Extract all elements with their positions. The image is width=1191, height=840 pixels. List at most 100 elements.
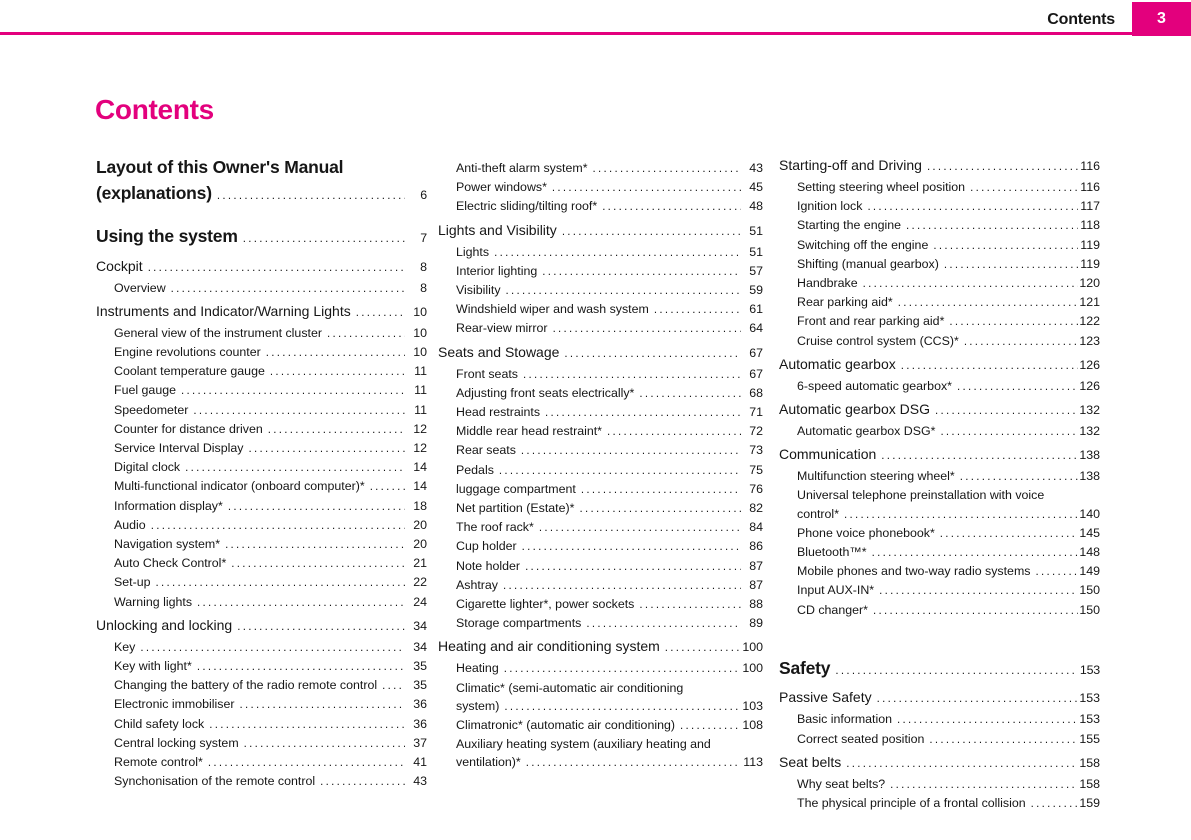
entry-text: Cigarette lighter*, power sockets xyxy=(456,597,635,612)
entry-page-number: 148 xyxy=(1079,545,1100,560)
toc-entry-item: Audio 20 xyxy=(96,516,427,535)
entry-text: CD changer* xyxy=(797,602,868,617)
entry-page-number: 84 xyxy=(749,520,763,535)
toc-entry-item: 6-speed automatic gearbox* 126 xyxy=(779,377,1100,396)
entry-page-number: 7 xyxy=(420,231,427,245)
toc-entry-item: Auxiliary heating system (auxiliary heat… xyxy=(438,735,763,772)
toc-entry-item: Engine revolutions counter 10 xyxy=(96,343,427,362)
entry-text: Rear parking aid* xyxy=(797,295,893,310)
entry-page-number: 108 xyxy=(742,718,763,733)
entry-text: Correct seated position xyxy=(797,731,925,746)
entry-text: Anti-theft alarm system* xyxy=(456,161,588,175)
toc-entry-item: Multi-functional indicator (onboard comp… xyxy=(96,477,427,496)
toc-entry-item: Climatronic* (automatic air conditioning… xyxy=(438,716,763,735)
dot-leader xyxy=(232,618,405,637)
toc-entry-item: Storage compartments 89 xyxy=(438,614,763,633)
dot-leader xyxy=(862,198,1078,216)
toc-entry-section: Automatic gearbox DSG 132 xyxy=(779,400,1100,421)
entry-text: Cup holder xyxy=(456,539,517,554)
dot-leader xyxy=(265,363,405,381)
entry-page-number: 43 xyxy=(413,774,427,789)
entry-text: Middle rear head restraint* xyxy=(456,424,603,439)
entry-page-number: 20 xyxy=(413,517,427,532)
entry-page-number: 150 xyxy=(1079,602,1100,617)
entry-text: Automatic gearbox xyxy=(779,355,896,372)
entry-text: Auto Check Control* xyxy=(114,556,227,571)
dot-leader xyxy=(944,313,1078,331)
dot-leader xyxy=(537,263,741,281)
dot-leader xyxy=(893,294,1078,312)
entry-page-number: 76 xyxy=(749,481,763,496)
entry-page-number: 71 xyxy=(749,405,763,420)
dot-leader xyxy=(212,184,405,210)
dot-leader xyxy=(830,659,1078,685)
entry-text: Pedals xyxy=(456,462,494,477)
dot-leader xyxy=(939,256,1078,274)
dot-leader xyxy=(220,536,405,554)
entry-text: Unlocking and locking xyxy=(96,616,233,633)
entry-text: Using the system xyxy=(96,226,238,246)
entry-text: Lights xyxy=(456,244,490,259)
dot-leader xyxy=(576,481,741,499)
toc-entry-item: luggage compartment 76 xyxy=(438,480,763,499)
toc-entry-item: General view of the instrument cluster 10 xyxy=(96,324,427,343)
entry-text: Changing the battery of the radio remote… xyxy=(114,678,378,693)
entry-text: General view of the instrument cluster xyxy=(114,325,322,340)
page-number-badge: 3 xyxy=(1132,2,1191,36)
toc-entry-chapter: Layout of this Owner's Manual (explanatio… xyxy=(96,155,427,209)
dot-leader xyxy=(965,179,1078,197)
entry-page-number: 89 xyxy=(749,616,763,631)
entry-page-number: 57 xyxy=(749,263,763,278)
toc-entry-section: Automatic gearbox 126 xyxy=(779,355,1100,376)
entry-text: Information display* xyxy=(114,498,223,513)
entry-page-number: 68 xyxy=(749,385,763,400)
dot-leader xyxy=(675,717,741,735)
entry-page-number: 150 xyxy=(1079,583,1100,598)
entry-page-number: 132 xyxy=(1079,424,1100,439)
entry-text: Starting the engine xyxy=(797,218,902,233)
entry-text: Shifting (manual gearbox) xyxy=(797,256,939,271)
dot-leader xyxy=(166,280,405,298)
entry-text: Key xyxy=(114,639,136,654)
toc-entry-item: Remote control* 41 xyxy=(96,753,427,772)
entry-page-number: 14 xyxy=(413,479,427,494)
toc-entry-section: Seats and Stowage 67 xyxy=(438,343,763,364)
dot-leader xyxy=(892,711,1078,729)
toc-entry-section: Unlocking and locking 34 xyxy=(96,616,427,637)
header-rule xyxy=(0,32,1191,35)
dot-leader xyxy=(935,525,1078,543)
entry-text: Automatic gearbox DSG xyxy=(779,401,930,418)
entry-text-wrap: Climatic* (semi-automatic air conditioni… xyxy=(456,680,684,695)
entry-text: Handbrake xyxy=(797,276,858,291)
entry-text: Storage compartments xyxy=(456,616,582,631)
entry-page-number: 24 xyxy=(413,594,427,609)
toc-entry-item: Multifunction steering wheel* 138 xyxy=(779,467,1100,486)
dot-leader xyxy=(517,538,741,556)
entry-text: Multifunction steering wheel* xyxy=(797,469,955,484)
dot-leader xyxy=(597,198,741,216)
toc-entry-item: Switching off the engine 119 xyxy=(779,236,1100,255)
toc-entry-item: The physical principle of a frontal coll… xyxy=(779,794,1100,813)
entry-text: Navigation system* xyxy=(114,536,221,551)
entry-page-number: 8 xyxy=(420,280,427,295)
entry-page-number: 153 xyxy=(1079,662,1100,677)
toc-entry-item: Coolant temperature gauge 11 xyxy=(96,362,427,381)
entry-text: 6-speed automatic gearbox* xyxy=(797,378,952,393)
dot-leader xyxy=(501,282,741,300)
entry-page-number: 119 xyxy=(1080,256,1100,271)
toc-column-middle: Anti-theft alarm system* 43 Power windows*… xyxy=(438,159,763,773)
entry-text: Cruise control system (CCS)* xyxy=(797,333,959,348)
entry-page-number: 100 xyxy=(742,640,763,655)
dot-leader xyxy=(876,447,1078,466)
toc-entry-chapter: Safety 153 xyxy=(779,656,1100,685)
dot-leader xyxy=(841,755,1078,774)
entry-page-number: 158 xyxy=(1079,776,1100,791)
toc-entry-item: Shifting (manual gearbox) 119 xyxy=(779,255,1100,274)
page-title: Contents xyxy=(95,94,214,125)
dot-leader xyxy=(489,244,741,262)
dot-leader xyxy=(365,478,405,496)
entry-text: Multi-functional indicator (onboard comp… xyxy=(114,479,365,494)
toc-entry-item: CD changer* 150 xyxy=(779,601,1100,620)
entry-page-number: 34 xyxy=(413,639,427,654)
entry-text: Power windows* xyxy=(456,180,547,195)
